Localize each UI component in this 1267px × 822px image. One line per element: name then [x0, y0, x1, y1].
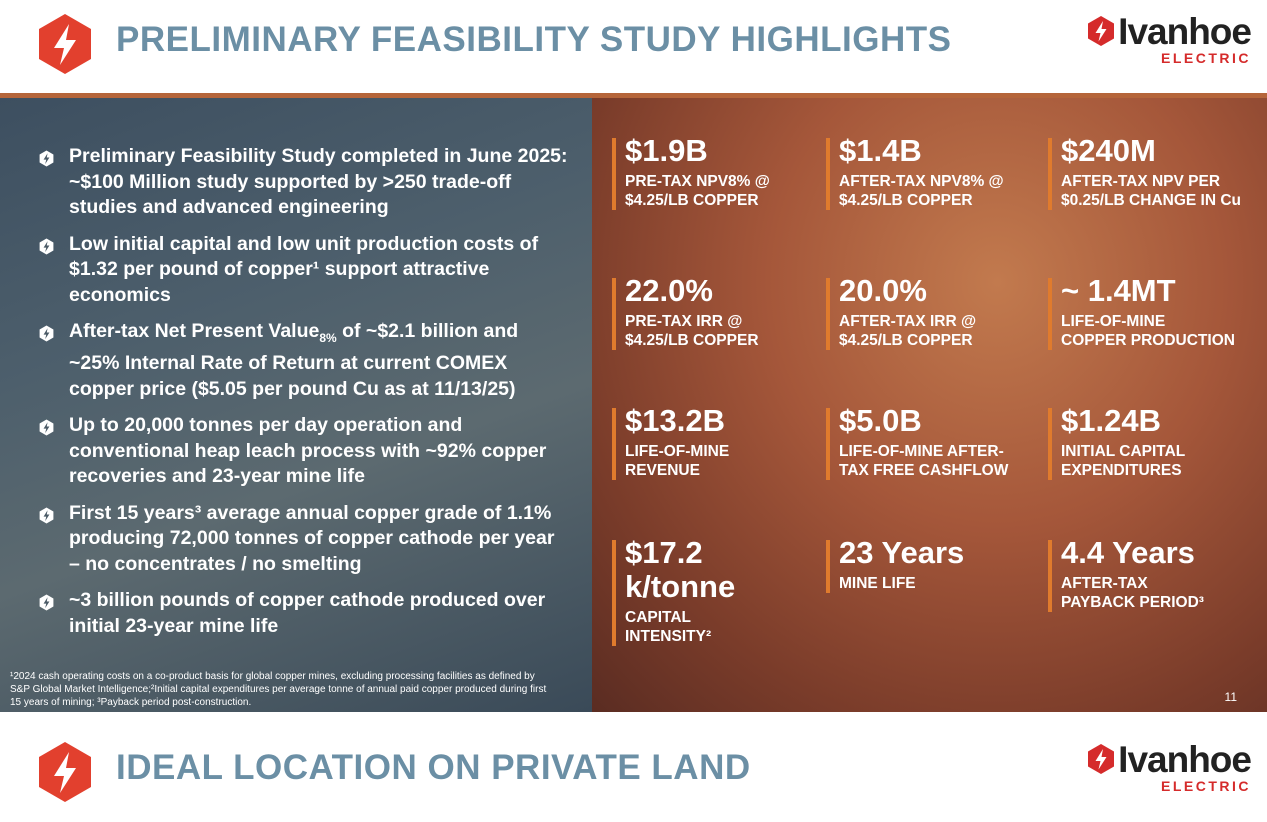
metric-label-line: INITIAL CAPITAL	[1061, 443, 1186, 460]
bullet-text: Preliminary Feasibility Study completed …	[69, 145, 568, 218]
metric-label: CAPITAL INTENSITY²	[625, 608, 755, 646]
metric-value: $5.0B	[839, 403, 922, 438]
brand-name: Ivanhoe	[1118, 739, 1252, 780]
bullet-icon	[39, 238, 54, 254]
bullet: Preliminary Feasibility Study completed …	[38, 144, 568, 221]
metric-value: 4.4 Years	[1061, 535, 1195, 570]
left-panel: Preliminary Feasibility Study completed …	[0, 98, 592, 712]
metric-label-line: MINE LIFE	[839, 575, 916, 592]
metric-label: LIFE-OF-MINE COPPER PRODUCTION	[1061, 312, 1266, 350]
metric-label-line: PRE-TAX IRR @	[625, 313, 743, 330]
bullet: Up to 20,000 tonnes per day operation an…	[38, 413, 568, 490]
page-number: 11	[1224, 690, 1237, 704]
metric-label-line: REVENUE	[625, 462, 700, 479]
metric-value: 22.0%	[625, 273, 713, 308]
metric-label: AFTER-TAX NPV PER $0.25/LB CHANGE IN Cu	[1061, 172, 1266, 210]
title: IDEAL LOCATION ON PRIVATE LAND	[116, 748, 751, 787]
logo-icon	[39, 742, 91, 802]
metric: 22.0% PRE-TAX IRR @ $4.25/LB COPPER	[612, 274, 830, 350]
bullet: ~3 billion pounds of copper cathode prod…	[38, 588, 568, 639]
bullet-text: Low initial capital and low unit product…	[69, 232, 539, 306]
metric-label-line: AFTER-TAX IRR @	[839, 313, 977, 330]
metric-value: $1.4B	[839, 133, 922, 168]
metric-label-line: COPPER PRODUCTION	[1061, 332, 1235, 349]
metric-label-line: LIFE-OF-MINE AFTER-	[839, 443, 1004, 460]
metric: 4.4 Years AFTER-TAX PAYBACK PERIOD³	[1048, 536, 1266, 612]
metric: 20.0% AFTER-TAX IRR @ $4.25/LB COPPER	[826, 274, 1044, 350]
header: PRELIMINARY FEASIBILITY STUDY HIGHLIGHTS…	[0, 0, 1267, 92]
metric: $17.2 k/tonne CAPITAL INTENSITY²	[612, 536, 755, 646]
bullet-icon	[39, 594, 54, 611]
metric-value: ~ 1.4MT	[1061, 273, 1176, 308]
metric-label-line: $4.25/LB COPPER	[839, 332, 973, 349]
metric-value: $17.2 k/tonne	[625, 535, 736, 604]
bullet-text: Up to 20,000 tonnes per day operation an…	[69, 414, 547, 488]
brand-name: Ivanhoe	[1118, 11, 1252, 52]
metric-label: PRE-TAX NPV8% @ $4.25/LB COPPER	[625, 172, 830, 210]
metric: 23 Years MINE LIFE	[826, 536, 1044, 593]
brand-sub: ELECTRIC	[1161, 50, 1251, 66]
metric-label: AFTER-TAX IRR @ $4.25/LB COPPER	[839, 312, 1044, 350]
bullet-list: Preliminary Feasibility Study completed …	[38, 144, 568, 650]
bullet-text: After-tax Net Present Value	[69, 320, 320, 342]
metric-label-line: CAPITAL INTENSITY²	[625, 609, 712, 645]
metric: $1.4B AFTER-TAX NPV8% @ $4.25/LB COPPER	[826, 134, 1044, 210]
bullet-icon	[39, 150, 54, 167]
metric-label-line: $0.25/LB CHANGE IN Cu	[1061, 192, 1242, 209]
metric-label: AFTER-TAX PAYBACK PERIOD³	[1061, 574, 1266, 612]
metric-label-line: LIFE-OF-MINE	[625, 443, 730, 460]
footnote: ¹2024 cash operating costs on a co-produ…	[10, 671, 547, 708]
metric-value: $1.9B	[625, 133, 708, 168]
metric: ~ 1.4MT LIFE-OF-MINE COPPER PRODUCTION	[1048, 274, 1266, 350]
bullet: After-tax Net Present Value8% of ~$2.1 b…	[38, 319, 568, 402]
divider	[0, 93, 1267, 98]
metric: $13.2B LIFE-OF-MINE REVENUE	[612, 404, 830, 480]
brand-sub: ELECTRIC	[1161, 778, 1251, 794]
logo-icon	[39, 14, 91, 74]
metric-label: LIFE-OF-MINE REVENUE	[625, 442, 830, 480]
metric: $1.24B INITIAL CAPITAL EXPENDITURES	[1048, 404, 1266, 480]
bullet: First 15 years³ average annual copper gr…	[38, 501, 568, 578]
metric-value: $13.2B	[625, 403, 725, 438]
bullet-text: First 15 years³ average annual copper gr…	[69, 501, 555, 575]
title: PRELIMINARY FEASIBILITY STUDY HIGHLIGHTS	[116, 20, 952, 59]
metric-label: INITIAL CAPITAL EXPENDITURES	[1061, 442, 1266, 480]
metric-value: 20.0%	[839, 273, 927, 308]
metric-label: LIFE-OF-MINE AFTER- TAX FREE CASHFLOW	[839, 442, 1044, 480]
next-header: IDEAL LOCATION ON PRIVATE LAND Ivanhoe EL…	[0, 728, 1267, 822]
bullet-subscript: 8%	[319, 330, 337, 345]
metric-label-line: PRE-TAX NPV8% @	[625, 173, 770, 190]
metric: $240M AFTER-TAX NPV PER $0.25/LB CHANGE IN…	[1048, 134, 1266, 210]
metric-label-line: AFTER-TAX NPV8% @	[839, 173, 1004, 190]
brand: Ivanhoe ELECTRIC	[1086, 739, 1252, 794]
metric-label-line: TAX FREE CASHFLOW	[839, 462, 1009, 479]
metric-value: $1.24B	[1061, 403, 1161, 438]
metric-label-line: EXPENDITURES	[1061, 462, 1182, 479]
metric-label-line: $4.25/LB COPPER	[839, 192, 973, 209]
metric-value: 23 Years	[839, 535, 965, 570]
metric: $1.9B PRE-TAX NPV8% @ $4.25/LB COPPER	[612, 134, 830, 210]
metric-value: $240M	[1061, 133, 1156, 168]
metric: $5.0B LIFE-OF-MINE AFTER- TAX FREE CASHFLO…	[826, 404, 1044, 480]
metric-label-line: AFTER-TAX NPV PER	[1061, 173, 1221, 190]
metric-label: PRE-TAX IRR @ $4.25/LB COPPER	[625, 312, 830, 350]
metric-label-line: LIFE-OF-MINE	[1061, 313, 1166, 330]
right-panel: 11 $1.9B PRE-TAX NPV8% @ $4.25/LB COPPER $1…	[592, 98, 1267, 712]
metric-label-line: PAYBACK PERIOD³	[1061, 594, 1204, 611]
bullet-icon	[39, 507, 54, 524]
bullet: Low initial capital and low unit product…	[38, 232, 568, 309]
metric-label: AFTER-TAX NPV8% @ $4.25/LB COPPER	[839, 172, 1044, 210]
brand: Ivanhoe ELECTRIC	[1086, 11, 1252, 66]
bullet-text: of ~$2.1 billion and ~25% Internal Rate …	[69, 320, 519, 400]
bullet-text: ~3 billion pounds of copper cathode prod…	[69, 589, 546, 637]
bullet-icon	[39, 419, 54, 436]
metric-label-line: AFTER-TAX	[1061, 575, 1148, 592]
bullet-icon	[39, 325, 54, 342]
metric-label-line: $4.25/LB COPPER	[625, 192, 759, 209]
metric-label: MINE LIFE	[839, 574, 1044, 593]
metric-label-line: $4.25/LB COPPER	[625, 332, 759, 349]
